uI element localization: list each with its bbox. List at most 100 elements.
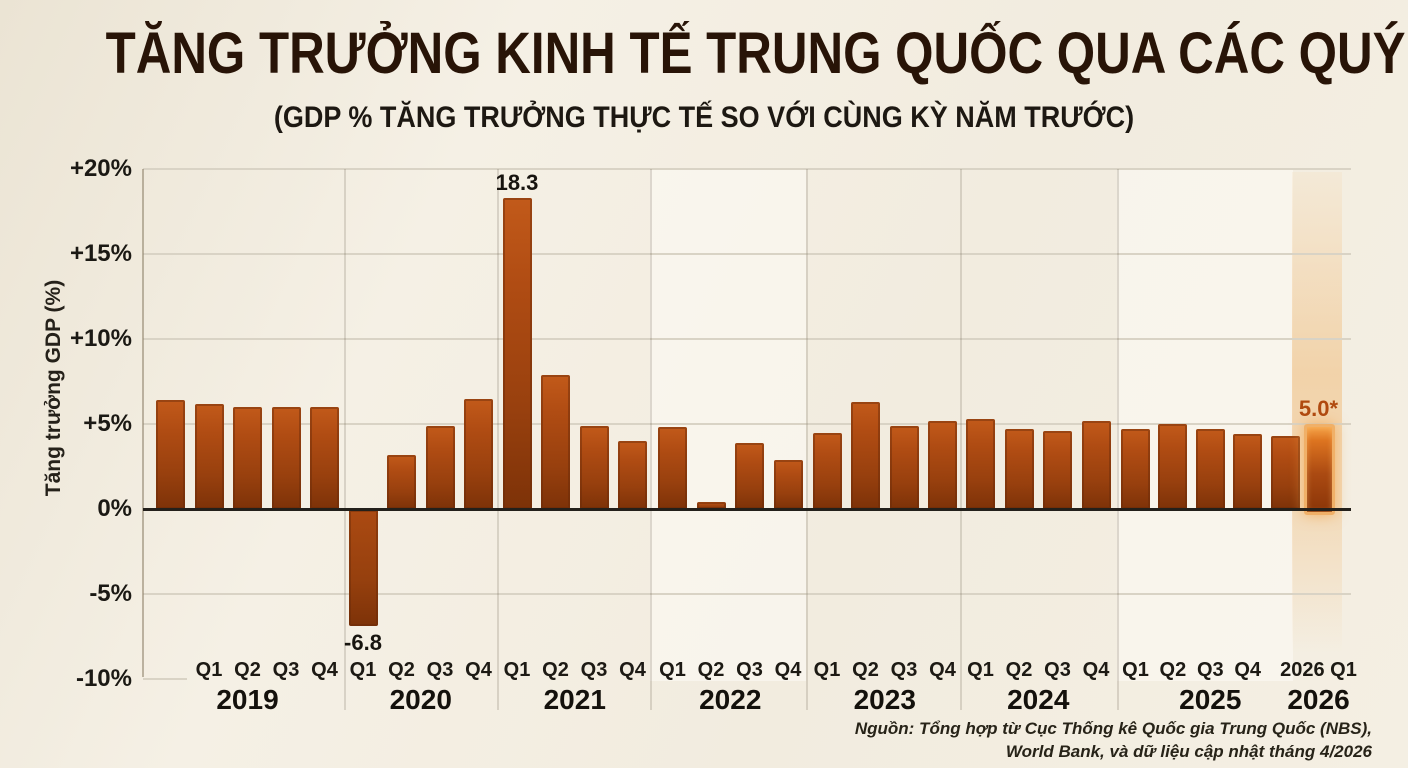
y-tick-label: +15% (69, 240, 132, 267)
quarter-label: Q3 (890, 659, 918, 681)
bar (1270, 435, 1300, 509)
year-label: 2026 (1287, 684, 1350, 715)
quarter-label: Q4 (1234, 659, 1262, 681)
bar (348, 510, 378, 626)
bar (928, 420, 957, 509)
quarter-label: Q3 (272, 659, 300, 681)
bar (271, 407, 301, 509)
bar-2026-q1-forecast (1304, 424, 1335, 515)
year-separator (344, 169, 346, 710)
bar (1233, 434, 1263, 509)
bar (1081, 420, 1111, 509)
year-label: 2020 (389, 684, 452, 715)
bar (387, 454, 416, 509)
quarter-label: Q2 (388, 659, 415, 681)
y-tick-label: -5% (89, 580, 132, 607)
bar (425, 425, 455, 509)
year-label: 2021 (543, 684, 606, 715)
quarter-label: Q1 (349, 659, 377, 681)
quarter-label: Q4 (465, 659, 492, 681)
bar (156, 400, 185, 509)
quarter-label: Q2 (1005, 659, 1033, 681)
quarter-label: Q1 (503, 659, 531, 681)
bar (502, 197, 532, 509)
gridline (143, 338, 1351, 340)
bar-value-label: 5.0* (1298, 396, 1339, 421)
bar (812, 432, 842, 509)
quarter-label: Q2 (852, 659, 879, 681)
y-tick-label: +20% (69, 155, 132, 182)
bar-value-label: -6.8 (344, 629, 382, 655)
y-axis-line (142, 169, 144, 677)
quarter-label: Q2 (542, 659, 569, 681)
bar (735, 442, 764, 509)
bar (1195, 429, 1225, 509)
source-line-1: Nguồn: Tổng hợp từ Cục Thống kê Quốc gia… (854, 719, 1372, 738)
quarter-label: Q1 (195, 659, 223, 681)
y-tick-label: -10% (75, 665, 132, 692)
bar (194, 403, 224, 509)
quarter-label: 2026 Q1 (1280, 659, 1357, 681)
quarter-label: Q3 (736, 659, 763, 681)
quarter-label: Q2 (1159, 659, 1187, 681)
bar (851, 401, 880, 509)
quarter-label: Q2 (234, 659, 261, 681)
quarter-label: Q4 (619, 659, 646, 681)
chart-subtitle: (GDP % TĂNG TRƯỞNG THỰC TẾ SO VỚI CÙNG K… (273, 101, 1135, 134)
year-label: 2024 (1007, 684, 1070, 715)
y-tick-label: +10% (69, 325, 132, 352)
year-separator (806, 169, 808, 710)
bar (966, 418, 995, 509)
bar (310, 407, 339, 509)
bar (233, 407, 262, 509)
bar (658, 427, 687, 509)
bar (541, 374, 570, 509)
quarter-label: Q1 (659, 659, 686, 681)
bar (889, 425, 919, 509)
quarter-label: Q3 (580, 659, 608, 681)
gridline (143, 423, 1351, 425)
year-separator (497, 169, 499, 710)
gridline (143, 593, 1351, 595)
quarter-label: Q4 (1082, 659, 1110, 681)
gridline-stub (143, 678, 187, 680)
year-label: 2019 (216, 684, 279, 715)
year-band (1117, 169, 1293, 681)
y-tick-label: 0% (97, 495, 132, 522)
bar (618, 441, 647, 509)
quarter-label: Q3 (426, 659, 454, 681)
bar (773, 459, 803, 509)
year-band (650, 169, 806, 681)
x-axis-zero-line (143, 507, 1351, 511)
y-tick-label: +5% (83, 410, 132, 437)
quarter-label: Q1 (813, 659, 841, 681)
quarter-label: Q3 (1196, 659, 1224, 681)
year-label: 2025 (1179, 684, 1242, 715)
year-label: 2023 (853, 684, 916, 715)
bar (1004, 429, 1034, 509)
quarter-label: Q1 (1122, 659, 1149, 681)
bar (464, 398, 493, 509)
year-label: 2022 (699, 684, 762, 715)
gridline (143, 253, 1351, 255)
quarter-label: Q3 (1044, 659, 1071, 681)
quarter-label: Q4 (774, 659, 802, 681)
quarter-label: Q2 (697, 659, 725, 681)
chart-title: TĂNG TRƯỞNG KINH TẾ TRUNG QUỐC QUA CÁC Q… (105, 21, 1406, 86)
bar (1158, 424, 1188, 509)
bar (579, 425, 609, 509)
forecast-highlight-band (1292, 172, 1342, 654)
source-note: Nguồn: Tổng hợp từ Cục Thống kê Quốc gia… (855, 717, 1372, 763)
year-separator (960, 169, 962, 710)
bar (696, 502, 726, 509)
quarter-label: Q4 (929, 659, 956, 681)
gridline (143, 168, 1351, 170)
bar-value-label: 18.3 (495, 169, 539, 195)
bar (1121, 429, 1150, 509)
quarter-label: Q1 (967, 659, 994, 681)
quarter-label: Q4 (311, 659, 338, 681)
source-line-2: World Bank, và dữ liệu cập nhật tháng 4/… (1005, 742, 1372, 761)
bar (1043, 430, 1072, 509)
